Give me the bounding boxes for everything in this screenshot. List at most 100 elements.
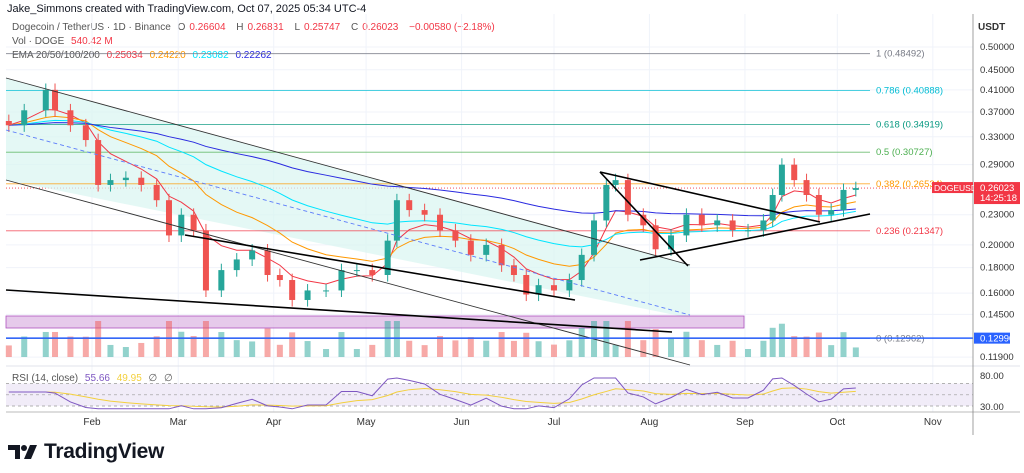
fib-level-label: 0.5 (0.30727) [876,147,933,158]
volume-bar [652,329,659,357]
channel-upper-line[interactable] [5,77,691,266]
candle-body [603,184,610,221]
price-axis[interactable]: 0.50000 0.45000 0.41000 0.37000 0.33000 0.290… [980,42,1014,363]
candle-body [190,214,197,231]
candle-body [852,188,859,190]
candle-body [523,274,530,295]
price-tick-label: 0.45000 [980,65,1014,76]
fib-level-label: 0 (0.12962) [876,334,925,345]
fib-level-label: 0.618 (0.34919) [876,120,943,131]
candle-body [52,89,59,111]
channel-lower-line[interactable] [5,179,691,366]
volume-bar [421,345,428,357]
wedge-upper-line[interactable] [184,234,576,301]
candle-body [828,210,835,215]
rsi-panel [6,365,1020,410]
candle-body [729,220,736,231]
volume-bar [603,321,610,357]
date-axis[interactable]: Feb Mar Apr May Jun Jul Aug Sep Oct Nov [6,411,1020,428]
hline-price: 0.12990 [980,334,1014,345]
rsi-legend: RSI (14, close) 55.66 49.95 ∅ ∅ [12,373,177,384]
volume-bar [791,336,798,357]
volume-bar [745,349,752,357]
volume-bar [218,332,225,357]
volume-bar [760,340,767,357]
volume-bar [67,336,74,357]
volume-bar [624,321,631,357]
candle-body [42,89,49,111]
ema-label[interactable]: EMA 20/50/100/200 [12,50,100,61]
volume-bar [778,323,785,357]
rsi-value: 55.66 [84,373,110,384]
volume-bar [122,347,129,357]
currency-unit[interactable]: USDT [978,22,1006,33]
candle-body [67,110,74,126]
volume-bar [233,340,240,357]
channel-fill [6,78,690,318]
triangle-lower-line[interactable] [639,213,871,261]
volume-bar [852,347,859,357]
channel-mid-line[interactable] [5,129,691,316]
bar-countdown: 14:25:18 [980,193,1017,204]
volume-bar [828,345,835,357]
ema20-value: 0.25034 [106,50,143,61]
tradingview-logo[interactable]: TradingView [8,440,164,464]
candle-body [698,214,705,226]
volume-bar [153,336,160,357]
volume-bar [107,344,114,357]
volume-bar [338,332,345,357]
rsi-ma-value: 49.95 [116,373,142,384]
volume-bar [437,336,444,357]
volume-bar [714,344,721,357]
candle-body [249,250,256,260]
volume-bar [21,336,28,357]
candle-body [778,164,785,195]
volume-bar [393,321,400,357]
volume-bar [498,332,505,357]
price-tick-label: 0.16000 [980,288,1014,299]
ema-line [8,119,856,248]
volume-bar [523,332,530,357]
candle-body [138,177,145,185]
date-tick-label: May [357,417,376,428]
candle-body [452,230,459,241]
volume-bar [729,340,736,357]
volume-bar [698,340,705,357]
candle-body [304,290,311,300]
current-price: 0.26023 [980,183,1014,194]
wedge-lower-line[interactable] [5,289,673,333]
candle-body [769,194,776,221]
rsi-ma-line [8,387,856,408]
candle-body [467,240,474,255]
candle-body [498,244,505,266]
triangle-upper-line[interactable] [599,171,689,267]
symbol-name[interactable]: Dogecoin / TetherUS · 1D · Binance [12,22,171,33]
date-tick-label: Sep [736,417,754,428]
volume-bar [769,327,776,357]
candle-body [276,274,283,281]
volume-bar [369,344,376,357]
symbol-tag-text: DOGEUSDT [934,183,982,193]
low-label: L [294,22,301,33]
rsi-label[interactable]: RSI (14, close) [12,373,79,384]
volume-bar [535,341,542,357]
volume-bar [276,344,283,357]
candle-body [289,280,296,300]
chart-credit: Jake_Simmons created with TradingView.co… [7,3,367,15]
triangle-upper-line-2[interactable] [599,171,821,223]
ema100-value: 0.23082 [192,50,229,61]
candle-body [714,220,721,226]
volume-bar [640,340,647,357]
candle-body [122,177,129,181]
support-zone-box[interactable] [5,315,745,329]
price-tick-label: 0.23000 [980,210,1014,221]
change-value: −0.00580 (−2.18%) [409,22,495,33]
ema200-value: 0.22262 [235,50,272,61]
volume-bars [5,321,859,357]
symbol-legend: Dogecoin / TetherUS · 1D · Binance O 0.26… [12,22,499,33]
volume-label[interactable]: Vol · DOGE [12,36,65,47]
candle-body [406,200,413,211]
price-tick-label: 0.33000 [980,132,1014,143]
close-label: C [350,22,359,33]
